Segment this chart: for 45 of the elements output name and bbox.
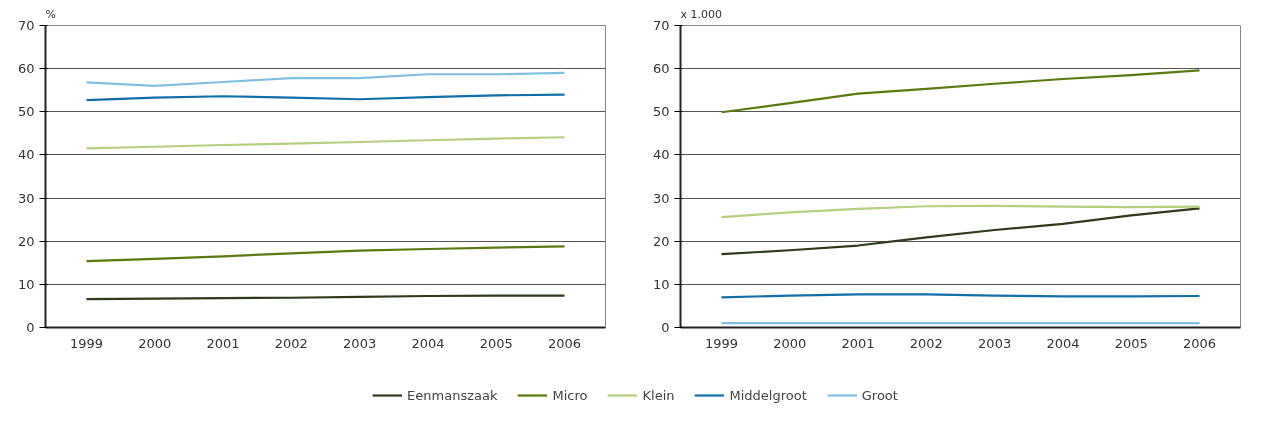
line-series xyxy=(720,204,1201,219)
line-series xyxy=(720,207,1201,256)
y-tick-label: 0 xyxy=(26,320,35,335)
x-tick-label: 2000 xyxy=(773,335,807,351)
y-tick-label: 0 xyxy=(661,320,670,335)
y-tick-label: 50 xyxy=(652,104,670,120)
x-tick-label: 2002 xyxy=(909,335,943,351)
y-tick-label: 10 xyxy=(652,276,670,292)
x-tick-label: 2006 xyxy=(547,335,582,351)
x-tick-label: 2006 xyxy=(1182,335,1217,351)
y-tick-label: 60 xyxy=(17,61,35,77)
line-series xyxy=(85,71,566,87)
y-tick-label: 30 xyxy=(652,190,670,206)
x-tick-label: 2002 xyxy=(274,335,308,351)
x-tick-label: 2004 xyxy=(411,335,445,351)
y-tick-label: 40 xyxy=(17,147,35,163)
legend-label: Klein xyxy=(642,387,675,403)
legend-label: Groot xyxy=(861,387,898,403)
x-tick-label: 2001 xyxy=(841,335,875,351)
legend-label: Middelgroot xyxy=(729,387,807,403)
x-tick-label: 2005 xyxy=(479,335,513,351)
y-tick-label: 70 xyxy=(652,18,670,33)
x-tick-label: 2000 xyxy=(138,335,172,351)
x-tick-label: 1999 xyxy=(69,335,104,351)
y-tick-label: 20 xyxy=(652,233,670,249)
y-tick-label: 10 xyxy=(17,276,35,292)
legend-label: Micro xyxy=(552,387,588,403)
x-tick-label: 2003 xyxy=(343,335,377,351)
x-tick-label: 2003 xyxy=(978,335,1012,351)
line-series xyxy=(720,69,1201,114)
y-tick-label: 60 xyxy=(652,61,670,77)
line-series xyxy=(85,136,566,150)
x-tick-label: 2001 xyxy=(206,335,240,351)
x-tick-label: 1999 xyxy=(704,335,739,351)
y-axis-title: % xyxy=(45,7,56,21)
y-axis-title: x 1.000 xyxy=(680,7,722,21)
line-series xyxy=(85,245,566,263)
y-tick-label: 70 xyxy=(17,18,35,33)
legend-label: Eenmanszaak xyxy=(407,387,498,403)
x-tick-label: 2004 xyxy=(1046,335,1080,351)
y-tick-label: 30 xyxy=(17,190,35,206)
x-tick-label: 2005 xyxy=(1114,335,1148,351)
y-tick-label: 40 xyxy=(652,147,670,163)
y-tick-label: 20 xyxy=(17,233,35,249)
y-tick-label: 50 xyxy=(17,104,35,120)
